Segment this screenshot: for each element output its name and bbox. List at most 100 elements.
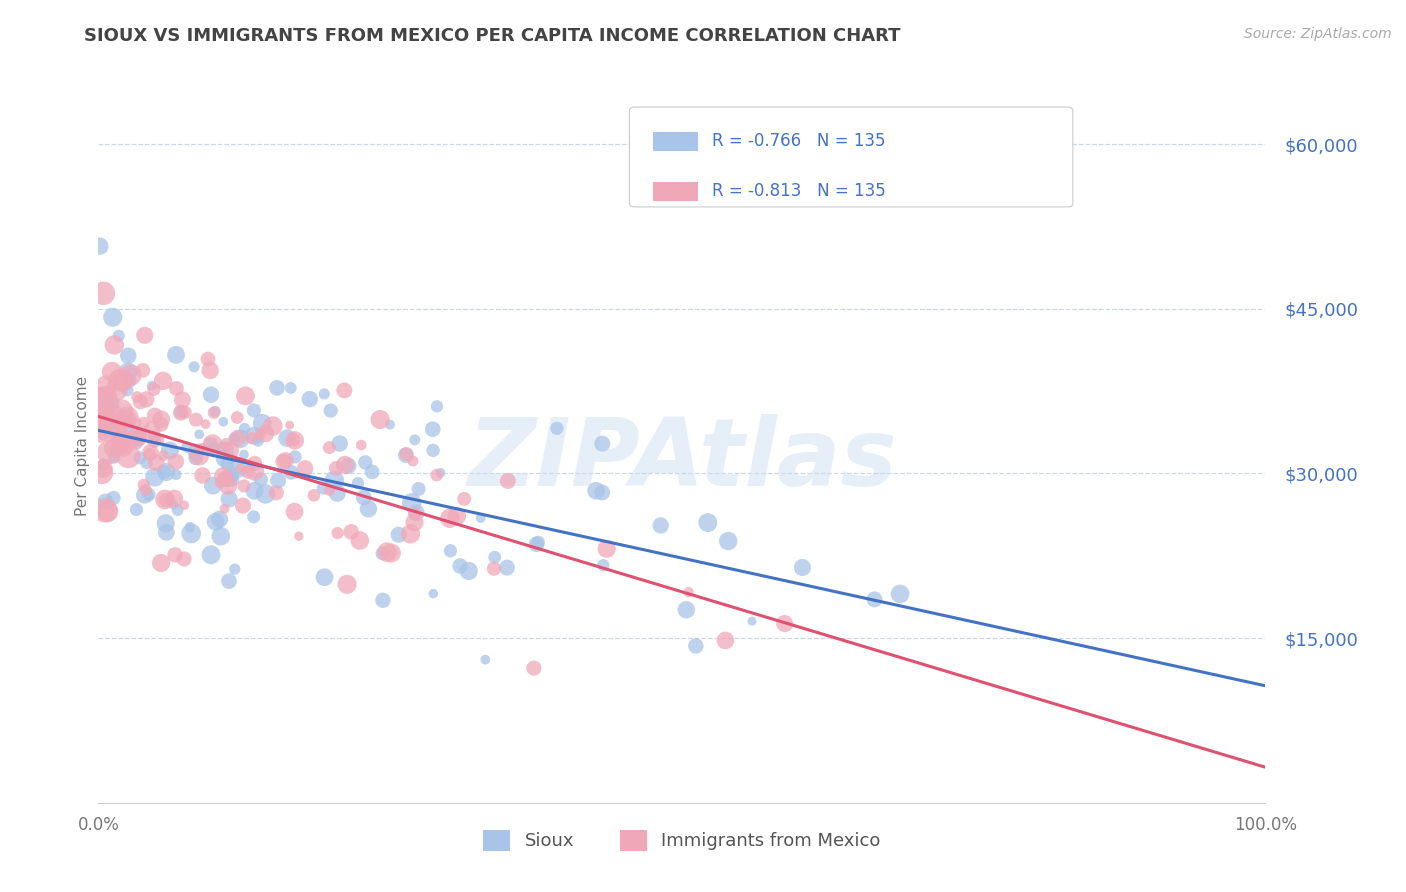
Point [120,368,142,383]
Point [283,505,305,519]
Point [127,427,149,442]
Point [201,478,224,492]
Point [243,428,266,442]
Point [496,474,519,488]
Point [474,653,496,667]
Point [96,422,118,436]
Point [166,503,188,517]
Point [863,592,886,607]
Point [153,465,176,479]
Point [127,430,149,444]
Point [404,433,426,447]
Point [172,392,194,407]
Point [135,392,157,407]
Point [143,434,166,448]
Point [127,430,149,444]
Point [284,450,307,464]
Point [170,405,193,419]
Point [470,511,492,525]
Point [127,437,149,451]
Point [143,470,166,484]
Point [155,465,177,479]
Point [150,556,173,570]
Point [135,483,157,497]
Point [319,403,342,417]
Point [93,458,115,472]
Point [110,404,132,418]
Point [112,434,135,449]
Point [143,409,166,423]
Point [200,388,222,402]
Point [214,443,236,458]
Point [110,434,132,449]
Point [323,473,346,487]
Point [422,443,444,458]
Point [165,454,187,468]
Legend: Sioux, Immigrants from Mexico: Sioux, Immigrants from Mexico [477,822,887,858]
Point [284,434,307,448]
Point [524,537,547,551]
Point [446,509,468,524]
Point [482,561,505,575]
Point [422,587,444,601]
Point [353,491,375,505]
Text: Source: ZipAtlas.com: Source: ZipAtlas.com [1244,27,1392,41]
Point [90,410,112,425]
Point [266,381,288,395]
Point [194,417,217,432]
Point [212,469,235,483]
Point [368,412,391,426]
Point [288,529,311,543]
Point [139,445,162,459]
Point [124,415,146,429]
Point [105,383,128,397]
Point [224,562,246,576]
Point [340,524,363,539]
Point [717,534,740,549]
Point [165,381,187,395]
Point [792,560,814,574]
Point [184,450,207,465]
Point [209,529,232,543]
Point [145,456,167,470]
Point [371,593,394,607]
Point [222,432,245,446]
Point [96,390,118,404]
Point [121,425,143,439]
Point [496,560,519,574]
Point [153,492,176,507]
Point [326,486,349,500]
Point [226,431,249,445]
Point [152,374,174,388]
Point [337,458,360,473]
Point [200,548,222,562]
Point [163,548,186,562]
Point [103,441,125,455]
Point [134,488,156,502]
Point [135,456,157,470]
FancyBboxPatch shape [652,182,699,201]
Point [675,603,697,617]
Point [152,449,174,463]
Point [115,383,138,397]
Point [190,442,212,456]
Point [333,458,356,472]
Point [91,404,114,418]
Point [395,448,418,462]
Point [89,239,111,253]
Point [101,310,124,325]
Point [198,363,221,377]
Point [129,450,152,465]
Point [117,414,139,428]
Point [87,389,110,403]
Point [103,338,125,352]
Point [243,403,266,417]
Point [302,488,325,502]
Point [240,431,263,445]
Point [426,468,449,483]
Point [333,384,356,398]
Point [150,412,173,426]
Point [202,406,225,420]
Point [214,451,236,466]
Point [591,485,613,500]
